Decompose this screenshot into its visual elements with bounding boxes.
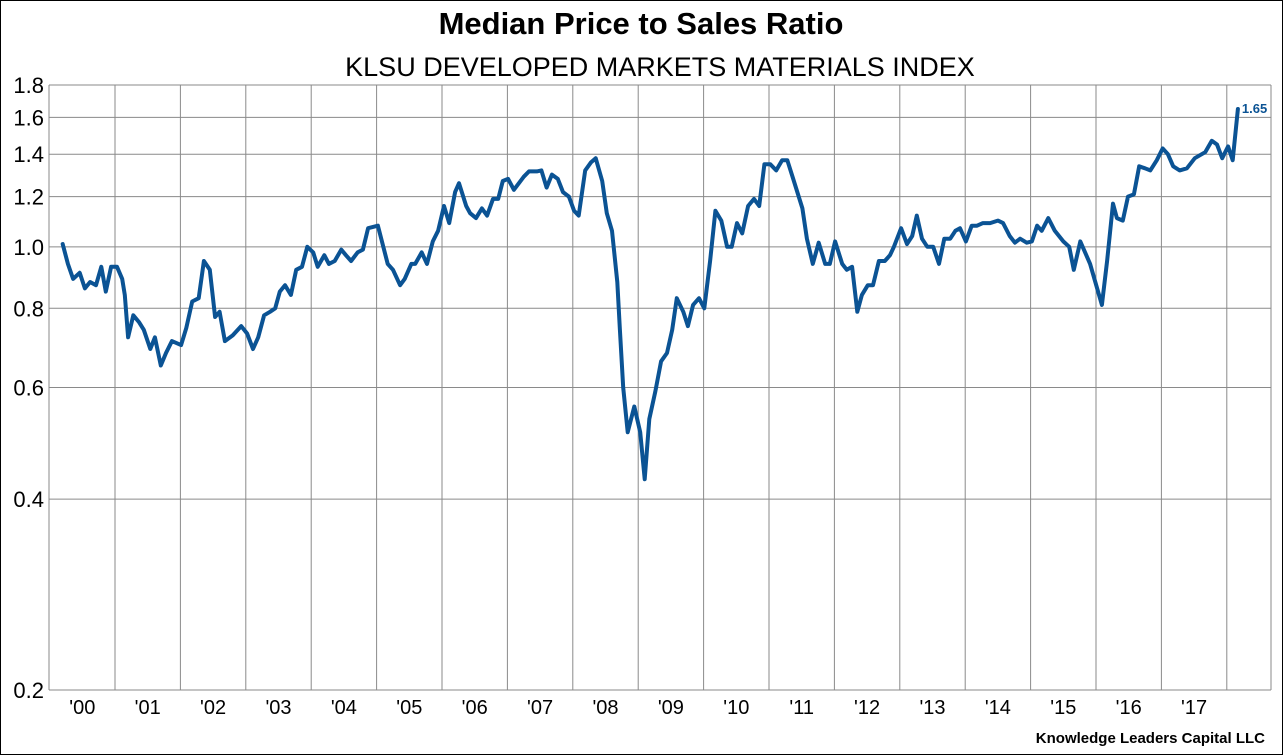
- x-tick-label: '11: [789, 697, 814, 719]
- x-axis-ticks: '00 '01 '02 '03 '04 '05 '06 '07 '08 '09 '10 '11 '12 '…: [69, 697, 1207, 719]
- chart-subtitle: KLSU DEVELOPED MARKETS MATERIALS INDEX: [345, 52, 975, 82]
- x-tick-label: '08: [592, 697, 618, 719]
- x-tick-label: '01: [135, 697, 161, 719]
- footer-source: Knowledge Leaders Capital LLC: [1036, 730, 1265, 747]
- y-tick-label: 0.6: [13, 376, 44, 401]
- y-axis-ticks: 1.8 1.6 1.4 1.2 1.0 0.8 0.6 0.4 0.2: [13, 73, 44, 703]
- y-tick-label: 0.2: [13, 678, 44, 703]
- x-tick-label: '12: [854, 697, 880, 719]
- chart-title: Median Price to Sales Ratio: [439, 6, 844, 41]
- x-tick-label: '16: [1116, 697, 1142, 719]
- x-tick-label: '14: [985, 697, 1011, 719]
- x-tick-label: '15: [1050, 697, 1076, 719]
- series-line: [60, 107, 1240, 482]
- x-tick-label: '05: [396, 697, 422, 719]
- x-tick-label: '03: [265, 697, 291, 719]
- x-tick-label: '06: [462, 697, 488, 719]
- x-tick-label: '02: [200, 697, 226, 719]
- gridlines: [48, 84, 1272, 691]
- y-tick-label: 1.6: [13, 105, 44, 130]
- y-tick-label: 0.4: [13, 487, 44, 512]
- end-value-label: 1.65: [1242, 101, 1267, 116]
- y-tick-label: 0.8: [13, 296, 44, 321]
- y-tick-label: 1.2: [13, 185, 44, 210]
- x-tick-label: '07: [527, 697, 553, 719]
- x-tick-label: '00: [69, 697, 95, 719]
- x-tick-label: '17: [1181, 697, 1207, 719]
- x-tick-label: '10: [723, 697, 749, 719]
- y-tick-label: 1.4: [13, 142, 44, 167]
- x-tick-label: '13: [919, 697, 945, 719]
- y-tick-label: 1.0: [13, 235, 44, 260]
- x-tick-label: '04: [331, 697, 357, 719]
- y-tick-label: 1.8: [13, 73, 44, 98]
- x-tick-label: '09: [658, 697, 684, 719]
